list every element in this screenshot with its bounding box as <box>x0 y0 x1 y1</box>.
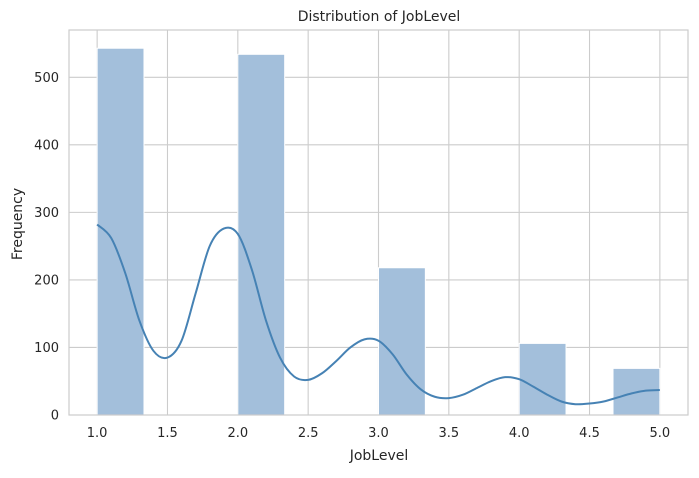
frame-layer <box>68 29 689 416</box>
y-tick-label: 500 <box>34 71 59 86</box>
y-tick-label: 300 <box>34 206 59 221</box>
x-tick-label: 4.5 <box>579 426 600 441</box>
x-tick-label: 1.0 <box>87 426 108 441</box>
x-tick-label: 2.0 <box>227 426 248 441</box>
y-tick-label: 200 <box>34 273 59 288</box>
tick-layer: 1.0 1.5 2.0 2.5 3.0 3.5 4.0 4.5 5.0 0 100 200 300 400… <box>34 71 670 441</box>
chart-title: Distribution of JobLevel <box>298 9 461 25</box>
bar-layer <box>96 47 661 416</box>
x-tick-label: 3.0 <box>368 426 389 441</box>
y-tick-label: 100 <box>34 341 59 356</box>
histogram-bar <box>518 342 567 416</box>
y-tick-label: 0 <box>51 409 59 424</box>
y-axis-title: Frequency <box>10 188 26 260</box>
x-axis-title: JobLevel <box>349 448 409 464</box>
histogram-bar <box>378 267 426 416</box>
y-tick-label: 400 <box>34 138 59 153</box>
x-tick-label: 4.0 <box>509 426 530 441</box>
plot-frame <box>68 29 689 416</box>
grid-layer <box>69 30 688 416</box>
histogram-bar <box>96 47 145 416</box>
x-tick-label: 2.5 <box>298 426 319 441</box>
x-tick-label: 1.5 <box>157 426 178 441</box>
histogram-bar <box>237 53 286 416</box>
x-tick-label: 5.0 <box>650 426 671 441</box>
x-tick-label: 3.5 <box>438 426 459 441</box>
kde-curve <box>96 223 660 406</box>
kde-layer <box>96 223 660 406</box>
